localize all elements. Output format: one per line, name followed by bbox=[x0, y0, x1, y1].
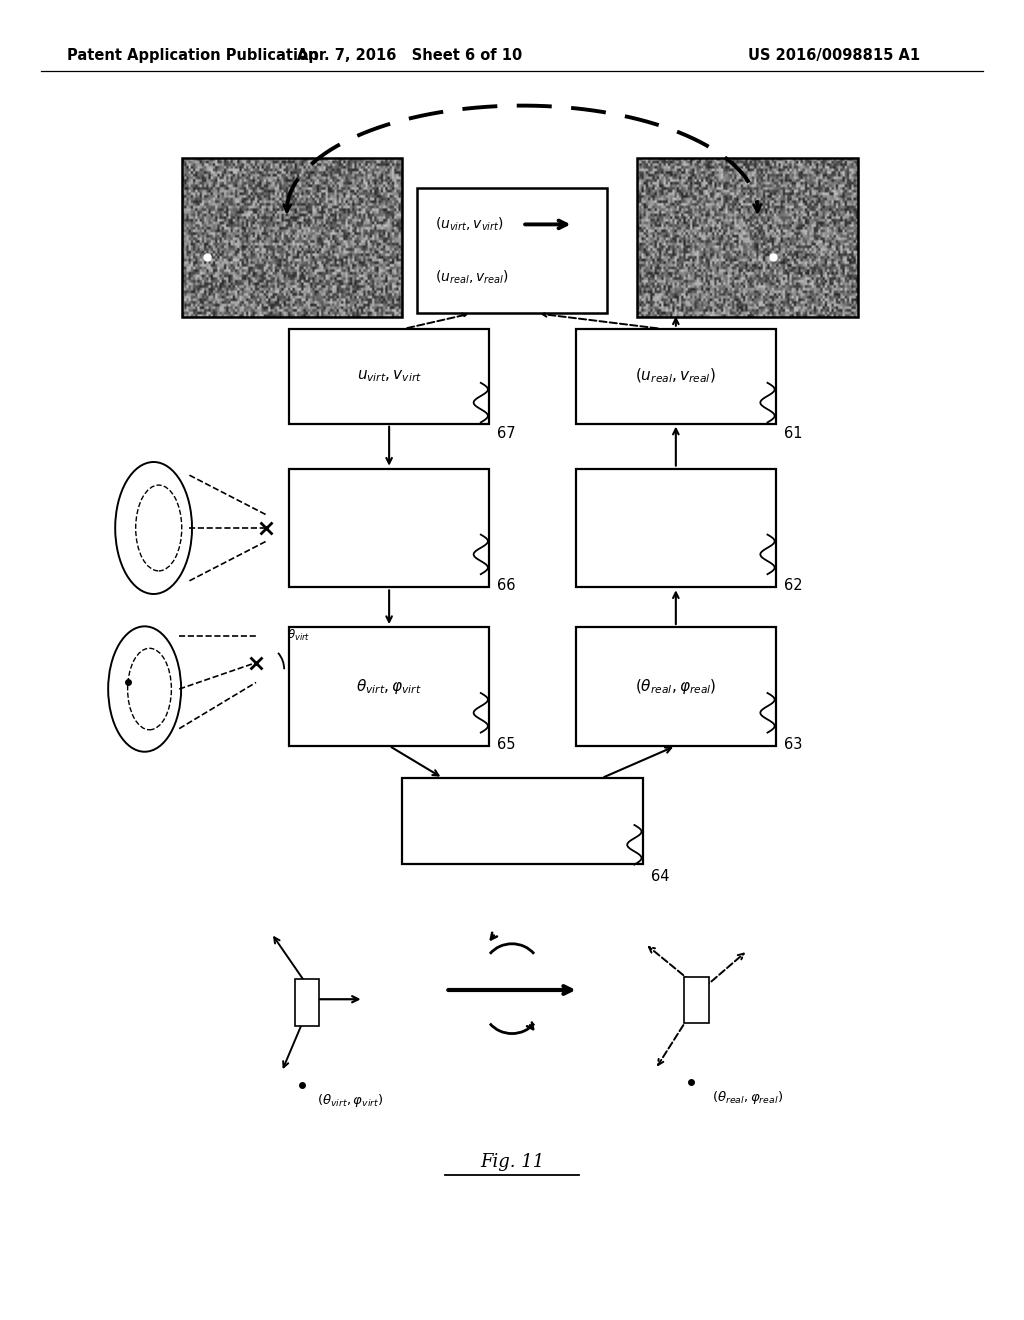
FancyArrowPatch shape bbox=[543, 313, 657, 329]
Bar bbox=[637, 158, 857, 317]
Text: Apr. 7, 2016   Sheet 6 of 10: Apr. 7, 2016 Sheet 6 of 10 bbox=[297, 48, 522, 63]
Text: 61: 61 bbox=[784, 426, 803, 441]
Bar bbox=[289, 627, 489, 746]
Bar bbox=[575, 469, 776, 587]
Ellipse shape bbox=[115, 462, 193, 594]
Bar bbox=[575, 329, 776, 424]
Bar bbox=[289, 329, 489, 424]
Text: $u_{virt},v_{virt}$: $u_{virt},v_{virt}$ bbox=[356, 368, 422, 384]
Text: 63: 63 bbox=[784, 737, 802, 751]
Text: 65: 65 bbox=[498, 737, 516, 751]
Ellipse shape bbox=[109, 627, 181, 752]
Text: 67: 67 bbox=[498, 426, 516, 441]
Text: Patent Application Publication: Patent Application Publication bbox=[67, 48, 318, 63]
Text: $(\theta_{real},\varphi_{real})$: $(\theta_{real},\varphi_{real})$ bbox=[635, 677, 717, 696]
Text: 64: 64 bbox=[651, 869, 670, 883]
Ellipse shape bbox=[135, 486, 182, 570]
Bar bbox=[182, 158, 401, 317]
Bar bbox=[401, 777, 643, 863]
Polygon shape bbox=[684, 977, 709, 1023]
Ellipse shape bbox=[128, 648, 171, 730]
Text: 66: 66 bbox=[498, 578, 516, 593]
Text: US 2016/0098815 A1: US 2016/0098815 A1 bbox=[748, 48, 920, 63]
Text: Fig. 11: Fig. 11 bbox=[480, 1152, 544, 1171]
Bar bbox=[418, 187, 606, 313]
Text: $(\theta_{real},\varphi_{real})$: $(\theta_{real},\varphi_{real})$ bbox=[712, 1089, 782, 1106]
Text: $(u_{real},v_{real})$: $(u_{real},v_{real})$ bbox=[435, 268, 509, 286]
FancyArrowPatch shape bbox=[408, 313, 466, 329]
Text: $(u_{real},v_{real})$: $(u_{real},v_{real})$ bbox=[636, 367, 716, 385]
Text: $\theta_{virt},\varphi_{virt}$: $\theta_{virt},\varphi_{virt}$ bbox=[356, 677, 422, 696]
Text: $(\theta_{virt},\varphi_{virt})$: $(\theta_{virt},\varphi_{virt})$ bbox=[317, 1092, 384, 1109]
Text: 62: 62 bbox=[784, 578, 803, 593]
Text: $(u_{virt},v_{virt})$: $(u_{virt},v_{virt})$ bbox=[435, 215, 504, 234]
Polygon shape bbox=[295, 979, 319, 1026]
Bar bbox=[289, 469, 489, 587]
Text: $\theta_{virt}$: $\theta_{virt}$ bbox=[287, 628, 310, 643]
Bar bbox=[575, 627, 776, 746]
